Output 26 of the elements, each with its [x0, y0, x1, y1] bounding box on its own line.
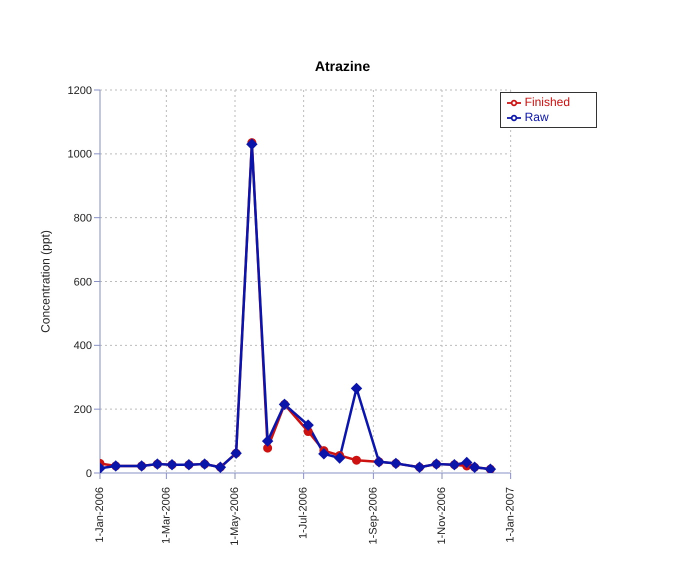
x-tick-label: 1-Mar-2006	[160, 487, 172, 544]
x-tick-label: 1-Jul-2006	[298, 487, 310, 539]
point	[334, 452, 346, 464]
y-tick-label: 400	[74, 340, 92, 352]
point	[461, 456, 472, 468]
x-tick-label: 1-Jan-2007	[504, 487, 517, 543]
x-tick-label: 1-Sep-2006	[367, 487, 380, 544]
chart-title: Atrazine	[314, 58, 372, 74]
y-tick-label: 600	[74, 276, 92, 288]
x-tick-label: 1-Jan-2006	[94, 487, 106, 543]
y-tick-label: 1000	[68, 148, 92, 161]
point	[302, 420, 314, 431]
x-tick-label: 1-May-2006	[229, 487, 242, 546]
point	[352, 456, 362, 465]
y-axis-title: Concentration (ppt)	[38, 230, 52, 333]
legend-label: Raw	[524, 110, 549, 124]
point	[246, 138, 258, 150]
y-tick-label: 200	[74, 404, 92, 416]
x-tick-label: 1-Nov-2006	[436, 487, 448, 544]
y-tick-label: 1200	[68, 84, 92, 97]
point	[262, 436, 274, 447]
point	[318, 448, 330, 460]
y-tick-label: 800	[74, 212, 92, 225]
point	[351, 382, 362, 394]
y-tick-label: 0	[86, 468, 92, 480]
legend-label: Finished	[524, 95, 570, 109]
